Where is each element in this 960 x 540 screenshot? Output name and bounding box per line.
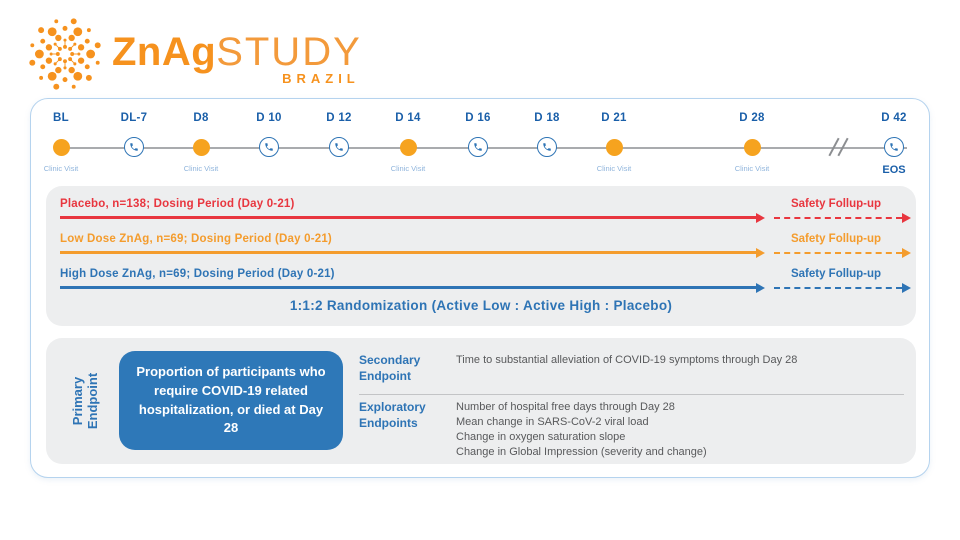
exploratory-endpoint-item: Change in oxygen saturation slope — [456, 431, 626, 443]
primary-endpoint-box: Proportion of participants who require C… — [119, 351, 343, 450]
dosing-arms-panel: Placebo, n=138; Dosing Period (Day 0-21)… — [46, 186, 916, 326]
timeline-node-d28: D 28 Clinic Visit — [710, 112, 794, 173]
timeline-node-d42: D 42 EOS — [852, 112, 936, 176]
primary-endpoint-label: Primary Endpoint — [70, 372, 100, 430]
placebo-followup-label: Safety Follup-up — [790, 198, 882, 210]
secondary-endpoint-text: Time to substantial alleviation of COVID… — [456, 354, 798, 366]
timeline-node-bl: BL Clinic Visit — [19, 112, 103, 173]
logo-wordmark: ZnAg STUDY BRAZIL — [112, 30, 362, 86]
placebo-arm-label: Placebo, n=138; Dosing Period (Day 0-21) — [60, 198, 295, 210]
exploratory-endpoint-item: Change in Global Impression (severity an… — [456, 446, 707, 458]
logo-title-bold: ZnAg — [112, 30, 217, 74]
timeline-node-d12: D 12 — [297, 112, 381, 164]
exploratory-endpoints-label: Exploratory Endpoints — [359, 400, 426, 430]
low-dose-arm-label: Low Dose ZnAg, n=69; Dosing Period (Day … — [60, 233, 332, 245]
low-dose-followup-arrow — [774, 251, 902, 254]
clinic-visit-dot — [52, 138, 70, 156]
logo-title-light: STUDY — [216, 30, 362, 74]
secondary-endpoint-label: Secondary Endpoint — [359, 353, 421, 383]
phone-call-icon — [537, 137, 557, 157]
high-dose-followup-arrow — [774, 286, 902, 289]
arrowhead — [756, 282, 765, 293]
timeline-node-d8: D8 Clinic Visit — [159, 112, 243, 173]
study-design-card: BL Clinic Visit DL-7 D8 Clinic Visit D 1… — [30, 98, 930, 478]
arrowhead — [756, 212, 765, 223]
timeline-break-icon — [823, 137, 853, 159]
timeline-node-d10: D 10 — [227, 112, 311, 164]
low-dose-followup-label: Safety Follup-up — [790, 233, 882, 245]
endpoints-panel: Primary Endpoint Proportion of participa… — [46, 338, 916, 464]
day-label: BL — [53, 112, 69, 124]
clinic-visit-dot — [743, 138, 761, 156]
arrowhead — [902, 212, 911, 223]
clinic-visit-label: Clinic Visit — [390, 164, 426, 173]
phone-call-icon — [468, 137, 488, 157]
placebo-followup-arrow — [774, 216, 902, 219]
timeline-node-d18: D 18 — [505, 112, 589, 164]
clinic-visit-dot — [605, 138, 623, 156]
high-dose-followup-label: Safety Follup-up — [790, 268, 882, 280]
high-dose-arm-arrow — [60, 286, 756, 289]
day-label: D 21 — [601, 112, 627, 124]
clinic-visit-label: Clinic Visit — [183, 164, 219, 173]
day-label: D 14 — [395, 112, 421, 124]
virus-logo-icon — [29, 18, 101, 90]
phone-call-icon — [259, 137, 279, 157]
phone-call-icon — [124, 137, 144, 157]
day-label: D 12 — [326, 112, 352, 124]
day-label: D 10 — [256, 112, 282, 124]
clinic-visit-label: Clinic Visit — [43, 164, 79, 173]
randomization-text: 1:1:2 Randomization (Active Low : Active… — [289, 298, 673, 313]
clinic-visit-label: Clinic Visit — [596, 164, 632, 173]
high-dose-arm-label: High Dose ZnAg, n=69; Dosing Period (Day… — [60, 268, 335, 280]
clinic-visit-dot — [399, 138, 417, 156]
exploratory-endpoint-item: Number of hospital free days through Day… — [456, 401, 675, 413]
day-label: D8 — [193, 112, 209, 124]
primary-endpoint-text: Proportion of participants who require C… — [136, 363, 326, 436]
timeline-node-d14: D 14 Clinic Visit — [366, 112, 450, 173]
clinic-visit-dot — [192, 138, 210, 156]
day-label: D 16 — [465, 112, 491, 124]
arrowhead — [902, 282, 911, 293]
timeline-node-d21: D 21 Clinic Visit — [572, 112, 656, 173]
day-label: DL-7 — [120, 112, 148, 124]
exploratory-endpoint-item: Mean change in SARS-CoV-2 viral load — [456, 416, 649, 428]
placebo-arm-arrow — [60, 216, 756, 219]
arrowhead — [756, 247, 765, 258]
low-dose-arm-arrow — [60, 251, 756, 254]
logo-subtitle: BRAZIL — [282, 71, 360, 86]
eos-label: EOS — [882, 164, 906, 176]
phone-call-icon — [329, 137, 349, 157]
clinic-visit-label: Clinic Visit — [734, 164, 770, 173]
endpoints-divider — [359, 394, 904, 395]
phone-call-icon — [884, 137, 904, 157]
day-label: D 18 — [534, 112, 560, 124]
timeline-node-dl7: DL-7 — [92, 112, 176, 164]
day-label: D 42 — [881, 112, 907, 124]
arrowhead — [902, 247, 911, 258]
day-label: D 28 — [739, 112, 765, 124]
timeline-node-d16: D 16 — [436, 112, 520, 164]
